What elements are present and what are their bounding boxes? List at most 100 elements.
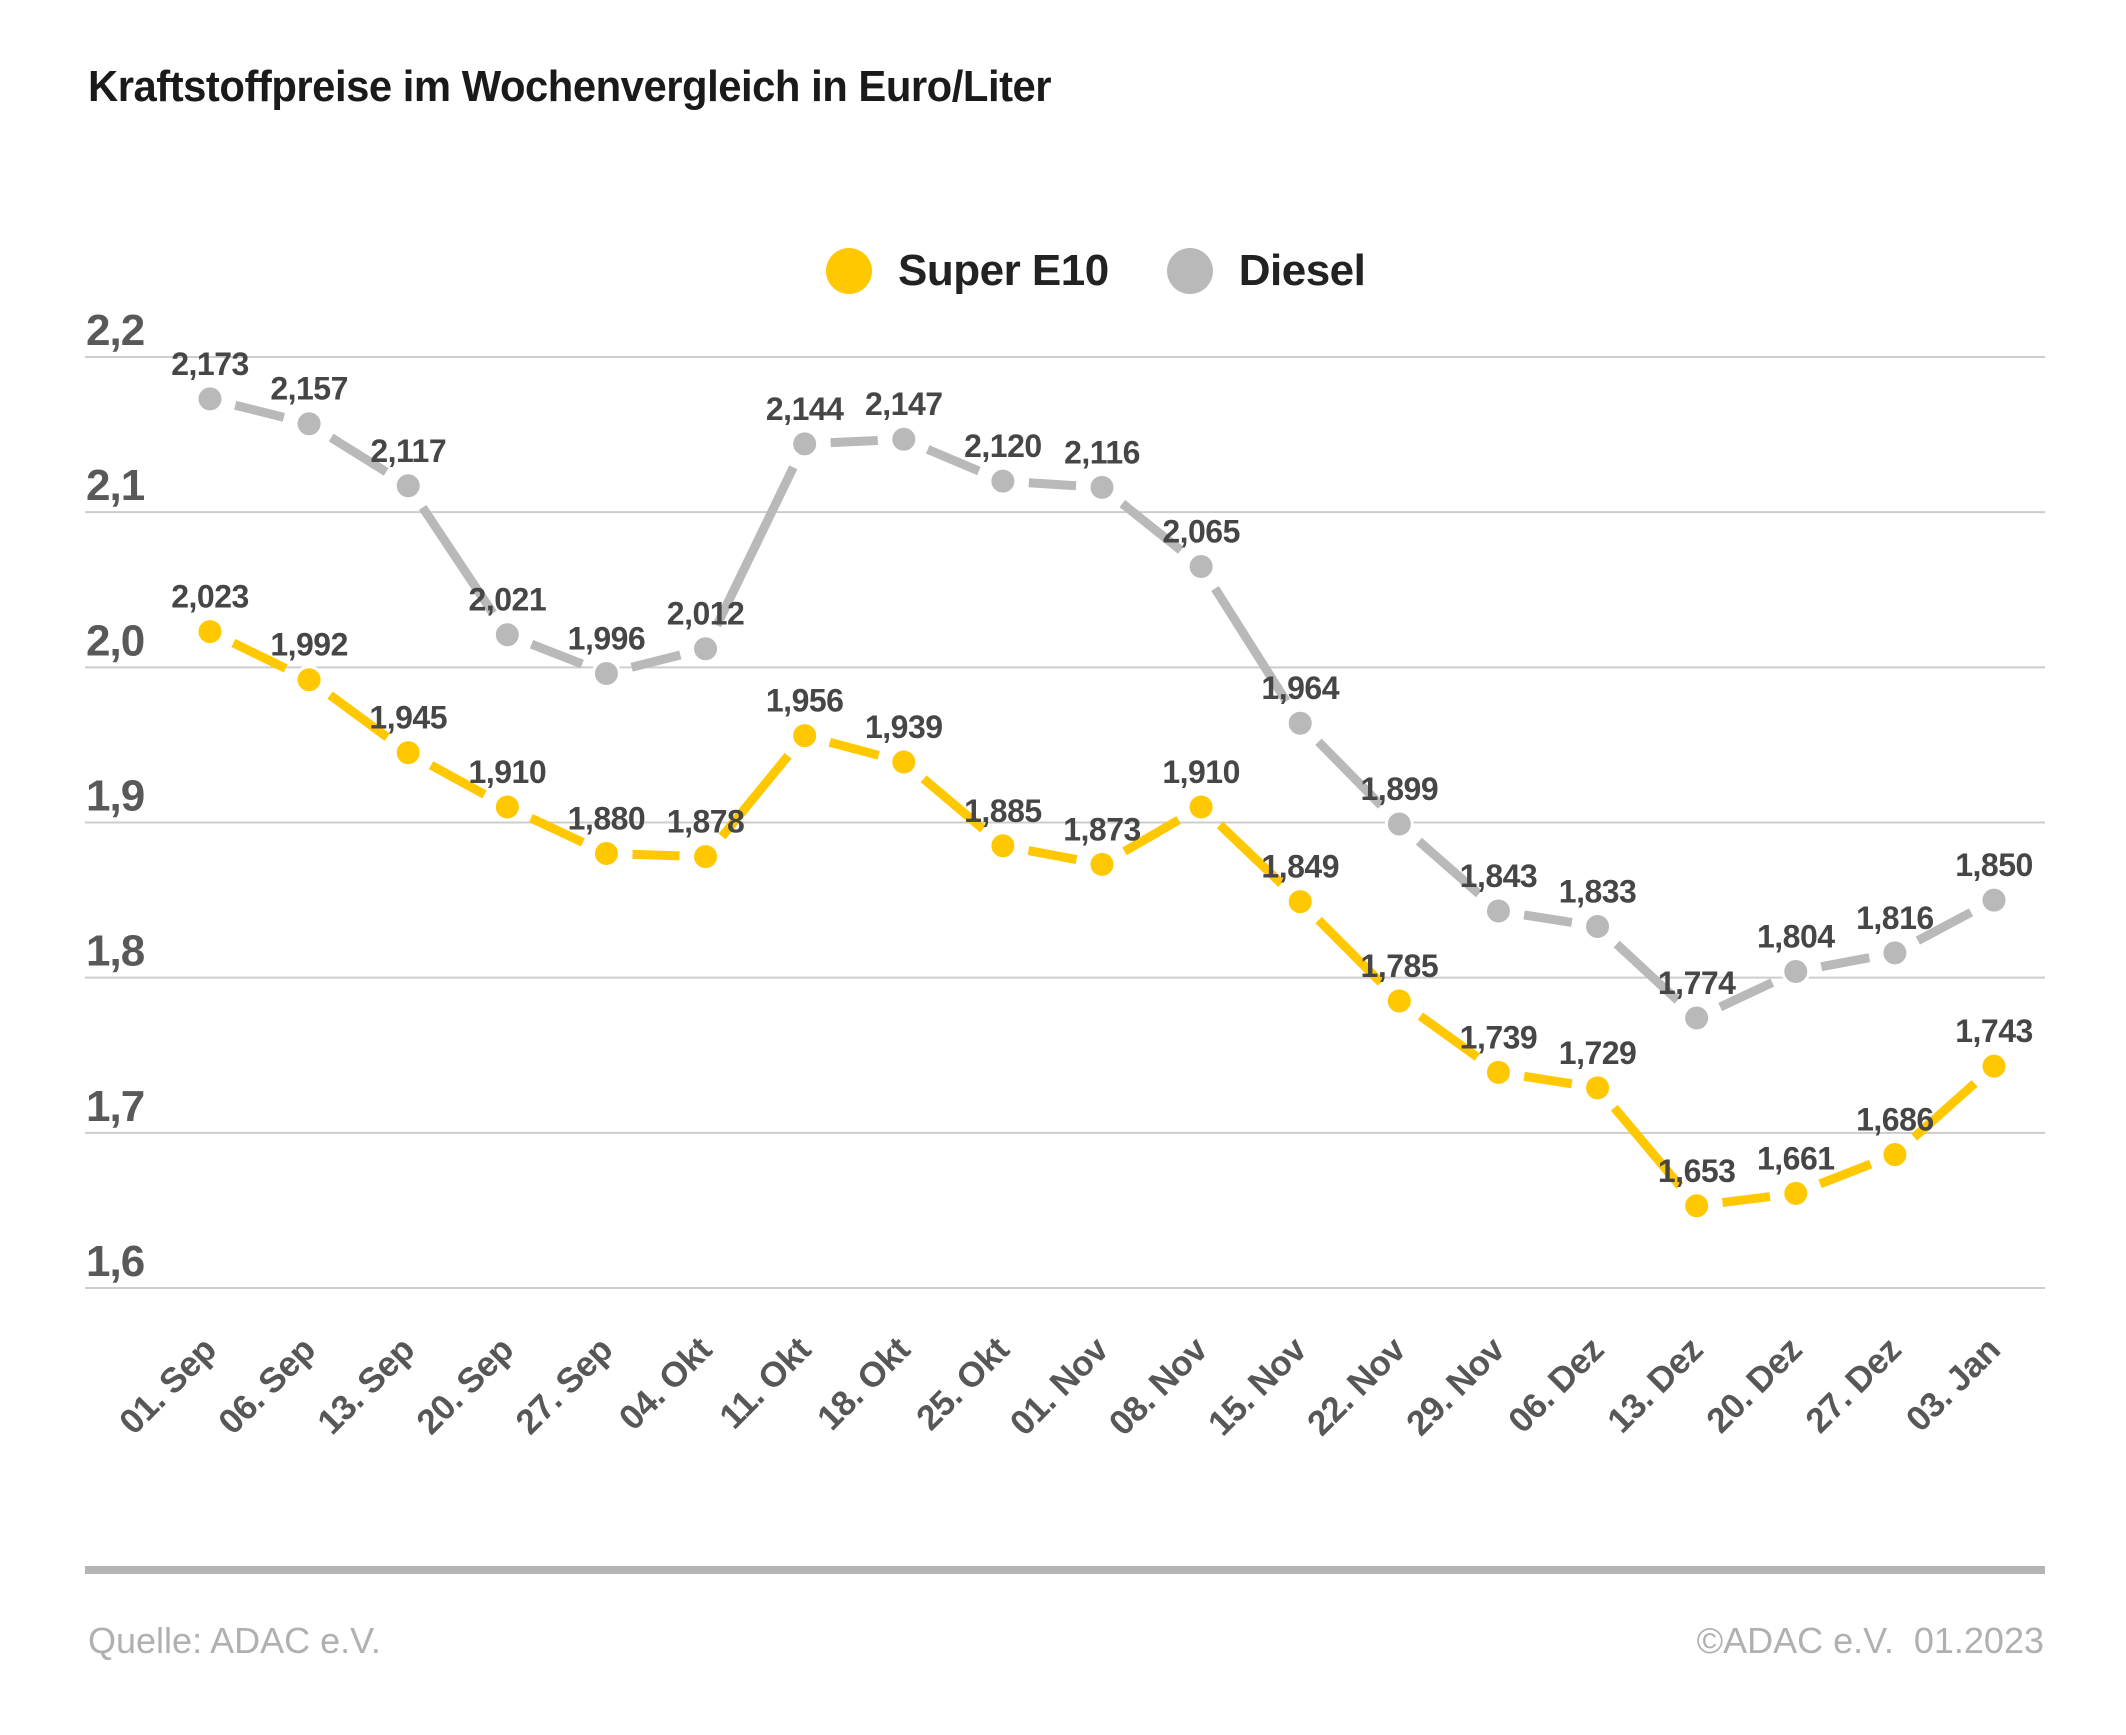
data-point-marker [1682, 1003, 1712, 1033]
x-tick-label: 03. Jan [1899, 1330, 2008, 1439]
data-point-marker [1483, 896, 1513, 926]
series-line-segment [327, 691, 390, 741]
y-tick-label: 2,2 [86, 306, 144, 355]
data-point-marker [1384, 986, 1414, 1016]
data-point-marker [691, 634, 721, 664]
data-point-label: 2,065 [1162, 513, 1240, 549]
data-point-label: 1,956 [766, 683, 844, 719]
data-point-marker [195, 617, 225, 647]
x-tick-label: 06. Sep [211, 1330, 323, 1442]
data-point-label: 1,774 [1658, 965, 1736, 1001]
footer-copyright: ©ADAC e.V. 01.2023 [1696, 1620, 2044, 1661]
series-line-segment [630, 650, 682, 672]
x-tick-label: 11. Okt [712, 1329, 819, 1436]
data-point-marker [790, 721, 820, 751]
data-point-label: 2,144 [766, 391, 844, 427]
series-line-segment [1911, 1080, 1978, 1141]
data-point-label: 1,849 [1261, 849, 1339, 885]
series-line-segment [1415, 837, 1482, 898]
data-point-label: 1,661 [1757, 1140, 1835, 1176]
series-line-segment [1315, 738, 1385, 809]
data-point-label: 1,785 [1361, 948, 1439, 984]
x-tick-label: 13. Dez [1600, 1330, 1710, 1440]
x-tick-label: 25. Okt [909, 1329, 1017, 1437]
data-point-marker [1483, 1057, 1513, 1087]
x-tick-label: 01. Sep [112, 1330, 224, 1442]
data-point-label: 2,021 [469, 582, 547, 618]
data-point-marker [1979, 1051, 2009, 1081]
data-point-marker [1880, 1140, 1910, 1170]
series-line-segment [1818, 1159, 1873, 1189]
x-tick-label: 20. Sep [409, 1330, 521, 1442]
series-line-segment [712, 465, 798, 628]
legend: Super E10 Diesel [826, 246, 1366, 296]
legend-item-diesel: Diesel [1166, 246, 1366, 296]
data-point-marker [1880, 938, 1910, 968]
series-line-segment [529, 640, 584, 669]
data-point-label: 1,992 [270, 627, 348, 663]
series-line-segment [920, 775, 986, 833]
data-point-marker [294, 665, 324, 695]
data-point-marker [1583, 911, 1613, 941]
series-line-segment [1915, 908, 1974, 945]
data-point-marker [591, 839, 621, 869]
diesel-dot-icon [1166, 248, 1213, 294]
data-point-label: 1,739 [1460, 1019, 1538, 1055]
data-point-marker [492, 620, 522, 650]
data-point-marker [1781, 1178, 1811, 1208]
series-line-segment [1718, 978, 1775, 1012]
data-point-label: 1,899 [1361, 771, 1439, 807]
legend-item-super-e10: Super E10 [826, 246, 1109, 296]
data-point-label: 2,157 [270, 371, 348, 407]
data-point-label: 1,885 [964, 793, 1042, 829]
y-tick-label: 2,0 [86, 616, 144, 665]
data-point-marker [1979, 885, 2009, 915]
data-point-label: 2,173 [171, 346, 249, 382]
series-line-segment [1417, 1012, 1480, 1061]
data-point-label: 1,833 [1559, 873, 1637, 909]
data-point-label: 1,816 [1856, 900, 1934, 936]
series-line-segment [1613, 940, 1681, 1004]
data-point-marker [889, 424, 919, 454]
y-tick-label: 1,8 [86, 927, 145, 976]
data-point-label: 1,653 [1658, 1153, 1736, 1189]
series-line-segment [528, 813, 585, 847]
y-tick-label: 1,6 [86, 1237, 144, 1286]
data-point-label: 2,116 [1064, 434, 1140, 470]
data-point-marker [1285, 887, 1315, 917]
x-tick-label: 04. Okt [612, 1329, 720, 1437]
series-line-segment [1523, 910, 1573, 927]
series-line-segment [1820, 953, 1871, 972]
data-point-marker [1087, 849, 1117, 879]
data-point-label: 1,873 [1063, 811, 1141, 847]
data-point-label: 1,910 [469, 754, 547, 790]
series-line-segment [234, 400, 285, 422]
series-line-segment [1027, 846, 1078, 865]
series-line-segment [830, 435, 879, 448]
data-point-marker [1186, 792, 1216, 822]
series-line-segment [1610, 1104, 1684, 1189]
data-point-marker [691, 842, 721, 872]
data-point-marker [988, 831, 1018, 861]
data-point-label: 1,743 [1955, 1013, 2033, 1049]
data-point-marker [294, 409, 324, 439]
data-point-label: 2,012 [667, 596, 745, 632]
data-point-label: 1,880 [568, 801, 646, 837]
series-line-segment [418, 504, 497, 616]
series-line-segment [1119, 500, 1184, 554]
series-line-segment [632, 849, 680, 861]
chart-title: Kraftstoffpreise im Wochenvergleich in E… [88, 62, 1052, 111]
data-point-marker [1384, 809, 1414, 839]
data-point-label: 1,939 [865, 709, 943, 745]
data-point-marker [1682, 1191, 1712, 1221]
series-line-segment [428, 761, 487, 799]
series-line-segment [1315, 916, 1385, 986]
data-point-marker [393, 471, 423, 501]
y-tick-label: 1,7 [86, 1082, 144, 1131]
data-point-marker [492, 792, 522, 822]
data-point-marker [889, 747, 919, 777]
x-tick-label: 20. Dez [1699, 1330, 1809, 1440]
series-line-segment [718, 752, 792, 840]
series-line-segment [925, 445, 981, 476]
